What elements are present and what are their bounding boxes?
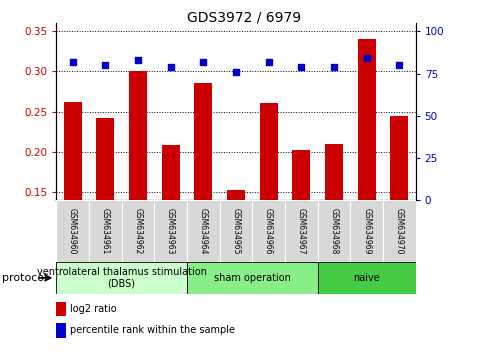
Bar [63,102,81,200]
Bar [89,200,122,262]
Bar [285,200,317,262]
Bar [186,200,219,262]
Bar [292,150,310,200]
Bar [317,200,349,262]
Point [264,59,272,65]
Text: naive: naive [352,273,379,283]
Point [101,62,109,68]
Bar [56,262,186,294]
Bar [194,83,212,200]
Text: GSM634962: GSM634962 [133,208,142,254]
Text: GSM634967: GSM634967 [296,208,305,254]
Bar [325,144,342,200]
Point [362,56,370,61]
Text: GSM634960: GSM634960 [68,208,77,254]
Point [231,69,239,75]
Point [329,64,337,70]
Bar [382,200,415,262]
Bar [219,200,252,262]
Point [134,57,142,63]
Text: percentile rank within the sample: percentile rank within the sample [70,325,235,336]
Text: GSM634969: GSM634969 [362,208,370,254]
Bar [349,200,382,262]
Bar [389,115,407,200]
Bar [154,200,186,262]
Text: log2 ratio: log2 ratio [70,304,117,314]
Point [199,59,207,65]
Text: ventrolateral thalamus stimulation
(DBS): ventrolateral thalamus stimulation (DBS) [37,267,206,289]
Text: GSM634963: GSM634963 [166,208,175,254]
Point [395,62,403,68]
Bar [122,200,154,262]
Bar [317,262,415,294]
Bar [96,118,114,200]
Point [166,64,174,70]
Text: GSM634965: GSM634965 [231,208,240,254]
Bar [56,200,89,262]
Bar [252,200,285,262]
Bar [56,302,65,316]
Text: GSM634968: GSM634968 [329,208,338,254]
Point [297,64,305,70]
Text: protocol: protocol [2,273,48,283]
Text: sham operation: sham operation [213,273,290,283]
Bar [186,262,317,294]
Bar [56,323,65,338]
Bar [129,71,146,200]
Text: GSM634966: GSM634966 [264,208,273,254]
Bar [357,39,375,200]
Bar [226,190,244,200]
Bar [259,103,277,200]
Point [68,59,76,65]
Bar [161,145,179,200]
Text: GDS3972 / 6979: GDS3972 / 6979 [187,11,301,25]
Text: GSM634961: GSM634961 [101,208,109,254]
Text: GSM634964: GSM634964 [198,208,207,254]
Text: GSM634970: GSM634970 [394,208,403,254]
